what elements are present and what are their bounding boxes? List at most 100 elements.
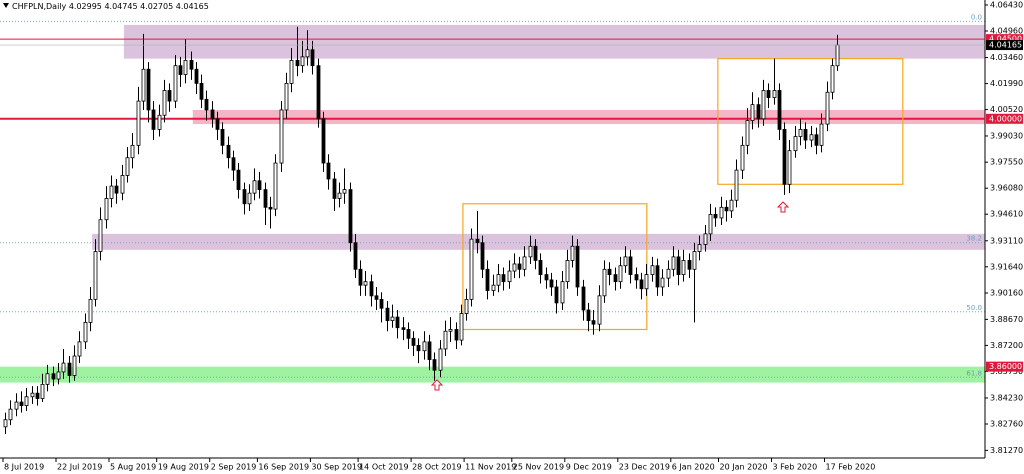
candle-body	[644, 274, 649, 290]
candle-body	[782, 129, 787, 185]
symbol: CHFPLN,Daily	[12, 2, 67, 11]
candle-body	[220, 129, 225, 146]
candle-body	[358, 268, 363, 286]
candle-body	[231, 157, 236, 171]
candle-body	[565, 260, 570, 283]
candle-body	[554, 286, 559, 304]
candle-body	[719, 206, 724, 219]
candle-body	[586, 309, 591, 322]
candle-body	[56, 371, 61, 380]
candle-body	[125, 157, 130, 176]
candle-body	[194, 68, 199, 84]
candle-body	[374, 295, 379, 300]
candle-body	[210, 109, 215, 120]
candle-body	[549, 279, 554, 288]
y-tick-label: 3.88670	[990, 315, 1023, 324]
candle-body	[310, 49, 315, 67]
price-tag	[986, 40, 1023, 51]
candle-body	[464, 298, 469, 314]
candle-body	[279, 109, 284, 164]
candle-body	[51, 373, 56, 380]
candle-body	[496, 274, 501, 286]
candle-body	[501, 274, 506, 283]
candle-body	[697, 244, 702, 252]
candle-body	[512, 263, 517, 272]
candle-body	[300, 56, 305, 67]
candle-body	[777, 90, 782, 130]
candle-body	[40, 383, 45, 399]
y-tick-label: 3.94610	[990, 210, 1023, 219]
candle-body	[618, 265, 623, 283]
candle-body	[263, 189, 268, 208]
candle-body	[257, 180, 262, 191]
candle-body	[825, 91, 830, 125]
candle-body	[443, 330, 448, 350]
candle-body	[162, 90, 167, 116]
candle-body	[353, 242, 358, 270]
close: 4.04165	[176, 2, 209, 11]
y-tick-label: 3.84230	[990, 393, 1023, 402]
candle-body	[681, 260, 686, 275]
y-tick-label: 3.96080	[990, 184, 1023, 193]
candle-body	[157, 114, 162, 130]
candle-body	[316, 65, 321, 120]
candle-body	[570, 245, 575, 261]
candle-body	[438, 348, 443, 371]
candle-body	[814, 134, 819, 146]
candle-body	[533, 245, 538, 261]
candle-body	[199, 82, 204, 100]
candle-body	[215, 118, 220, 130]
header: CHFPLN,Daily 4.02995 4.04745 4.02705 4.0…	[12, 2, 209, 11]
y-tick-label: 3.93110	[990, 236, 1023, 245]
price-tag-label: 3.86000	[989, 362, 1022, 371]
candle-body	[289, 59, 294, 84]
candle-body	[72, 355, 77, 376]
candle-body	[687, 260, 692, 270]
y-tick-label: 4.00520	[990, 105, 1023, 114]
candle-body	[432, 359, 437, 371]
candle-body	[337, 192, 342, 199]
x-tick-label: 28 Oct 2019	[412, 463, 461, 472]
candle-body	[385, 307, 390, 322]
price-tag	[986, 361, 1023, 372]
candle-body	[390, 316, 395, 322]
candle-body	[793, 136, 798, 152]
candle-body	[766, 90, 771, 98]
candle-body	[130, 144, 135, 159]
candle-body	[459, 313, 464, 341]
candle-body	[326, 162, 331, 180]
candle-body	[14, 401, 19, 410]
x-tick-label: 14 Oct 2019	[359, 463, 408, 472]
y-tick-label: 3.97550	[990, 158, 1023, 167]
candle-body	[30, 392, 35, 398]
x-tick-label: 6 Jan 2020	[672, 463, 715, 472]
price-tag	[986, 34, 1023, 45]
candle-body	[803, 129, 808, 141]
candle-body	[348, 189, 353, 244]
candle-body	[703, 233, 708, 245]
candle-body	[411, 337, 416, 346]
candle-body	[189, 59, 194, 70]
candle-body	[19, 401, 24, 406]
candle-body	[613, 274, 618, 283]
candle-body	[416, 345, 421, 352]
candle-body	[830, 65, 835, 93]
fib-label: 38.2	[966, 235, 982, 243]
price-tag-label: 4.04500	[989, 35, 1022, 44]
x-tick-label: 19 Aug 2019	[158, 463, 209, 472]
candle-body	[448, 329, 453, 332]
menu-triangle[interactable]	[3, 3, 9, 8]
y-tick-label: 4.01990	[990, 79, 1023, 88]
candle-body	[167, 90, 172, 102]
candle-body	[575, 245, 580, 288]
candle-body	[141, 68, 146, 102]
candle-body	[401, 327, 406, 330]
zone	[0, 366, 985, 383]
candle-body	[24, 396, 29, 406]
fib-label: 61.8	[966, 369, 982, 377]
candle-body	[671, 256, 676, 270]
candle-body	[522, 256, 527, 270]
candle-body	[729, 199, 734, 212]
candle-body	[104, 198, 109, 221]
candle-body	[369, 281, 374, 297]
